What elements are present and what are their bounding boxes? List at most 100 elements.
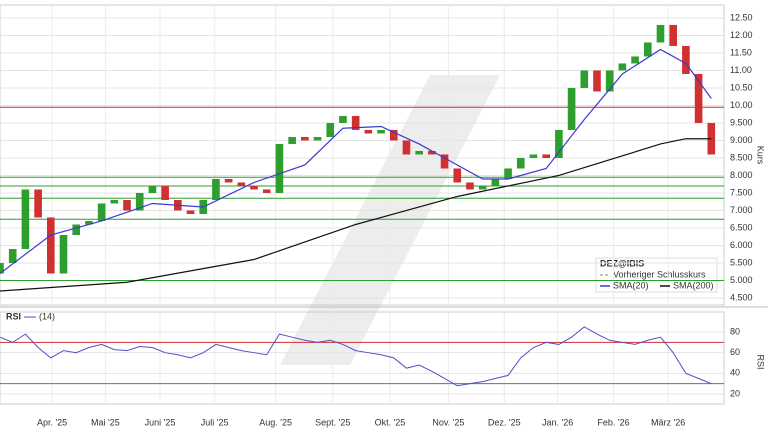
candle: [97, 203, 106, 221]
candle: [34, 189, 42, 218]
candle: [21, 189, 30, 249]
y-tick-label: 11.00: [730, 65, 752, 75]
candle: [161, 185, 169, 200]
rsi-title: RSI: [6, 311, 21, 321]
x-tick-label: Sept. '25: [315, 417, 350, 427]
x-tick-label: Feb. '26: [597, 417, 629, 427]
candle: [8, 248, 17, 263]
y-tick-label: 9.500: [730, 117, 753, 127]
candle: [313, 136, 322, 141]
y-tick-label: 60: [730, 347, 740, 357]
candle: [580, 70, 589, 88]
x-tick-label: Nov. '25: [432, 417, 464, 427]
candle: [212, 178, 220, 200]
sma-line: [0, 48, 712, 274]
y-tick-label: 5.000: [730, 275, 753, 285]
y-tick-label: 7.000: [730, 205, 753, 215]
y-tick-label: 5.500: [730, 257, 753, 267]
candle: [85, 220, 93, 225]
legend-label: SMA(20): [613, 280, 649, 290]
candle: [466, 182, 474, 190]
legend: [595, 257, 718, 293]
candle: [250, 185, 258, 190]
candle: [351, 115, 360, 130]
candle: [682, 45, 690, 74]
candle: [148, 185, 157, 193]
candle: [516, 157, 525, 169]
y-tick-label: 40: [730, 368, 740, 378]
candle: [237, 182, 246, 186]
y-tick-label: 12.50: [730, 12, 753, 22]
candle: [694, 73, 703, 123]
x-tick-label: Okt. '25: [375, 417, 406, 427]
candle: [567, 87, 576, 130]
candle: [542, 154, 550, 158]
rsi-axis-label: RSI: [756, 354, 766, 369]
candle: [605, 70, 614, 92]
candle: [440, 154, 449, 169]
x-tick-label: Mai '25: [91, 417, 120, 427]
y-tick-label: 4.500: [730, 292, 753, 302]
candle: [326, 122, 335, 137]
candle: [491, 178, 500, 186]
candle: [593, 70, 601, 92]
candle: [669, 24, 678, 46]
sma-line: [0, 138, 712, 292]
y-tick-label: 7.500: [730, 187, 753, 197]
candle: [186, 210, 195, 214]
y-tick-label: 12.00: [730, 30, 753, 40]
y-tick-label: 9.000: [730, 135, 753, 145]
candle: [389, 129, 398, 141]
y-tick-label: 10.50: [730, 82, 753, 92]
rsi-line: [0, 326, 712, 387]
candle: [415, 150, 423, 155]
candle: [656, 24, 665, 43]
plot-area: [0, 311, 725, 405]
y-tick-label: 80: [730, 326, 740, 336]
x-tick-label: Juli '25: [201, 417, 229, 427]
candle: [110, 199, 119, 204]
candle: [555, 129, 563, 158]
y-tick-label: 20: [730, 388, 740, 398]
candle: [72, 224, 81, 235]
candle: [59, 234, 68, 274]
x-tick-label: Apr. '25: [37, 417, 67, 427]
candle: [478, 185, 487, 190]
y-tick-label: 10.00: [730, 100, 753, 110]
x-tick-label: Jan. '26: [542, 417, 573, 427]
candle: [275, 143, 284, 193]
candle: [529, 154, 538, 158]
y-tick-label: 8.000: [730, 170, 753, 180]
candle: [643, 42, 652, 57]
candle: [618, 63, 627, 71]
candle: [402, 140, 411, 155]
candle: [0, 262, 4, 274]
candle: [631, 56, 639, 64]
candle: [504, 168, 512, 179]
candle: [46, 217, 55, 274]
y-tick-label: 6.000: [730, 240, 753, 250]
candle: [123, 199, 131, 211]
x-tick-label: Juni '25: [145, 417, 176, 427]
rsi-subtitle: (14): [39, 311, 55, 321]
candle: [262, 189, 271, 193]
x-tick-label: Dez. '25: [488, 417, 521, 427]
legend-label: SMA(200): [673, 280, 714, 290]
candle: [428, 150, 436, 155]
x-tick-label: März '26: [651, 417, 685, 427]
candle: [135, 192, 144, 211]
y-tick-label: 6.500: [730, 222, 753, 232]
x-tick-label: Aug. '25: [259, 417, 292, 427]
y-tick-label: 11.50: [730, 47, 752, 57]
candle: [288, 136, 296, 144]
y-axis-label: Kurs: [756, 146, 766, 165]
y-tick-label: 8.500: [730, 152, 753, 162]
candle: [339, 115, 347, 123]
candle: [364, 129, 373, 134]
candle: [377, 129, 385, 134]
plot-area: [0, 4, 725, 306]
candle: [224, 178, 233, 183]
legend-label: Vorheriger Schlusskurs: [613, 269, 706, 279]
candle: [301, 136, 309, 141]
